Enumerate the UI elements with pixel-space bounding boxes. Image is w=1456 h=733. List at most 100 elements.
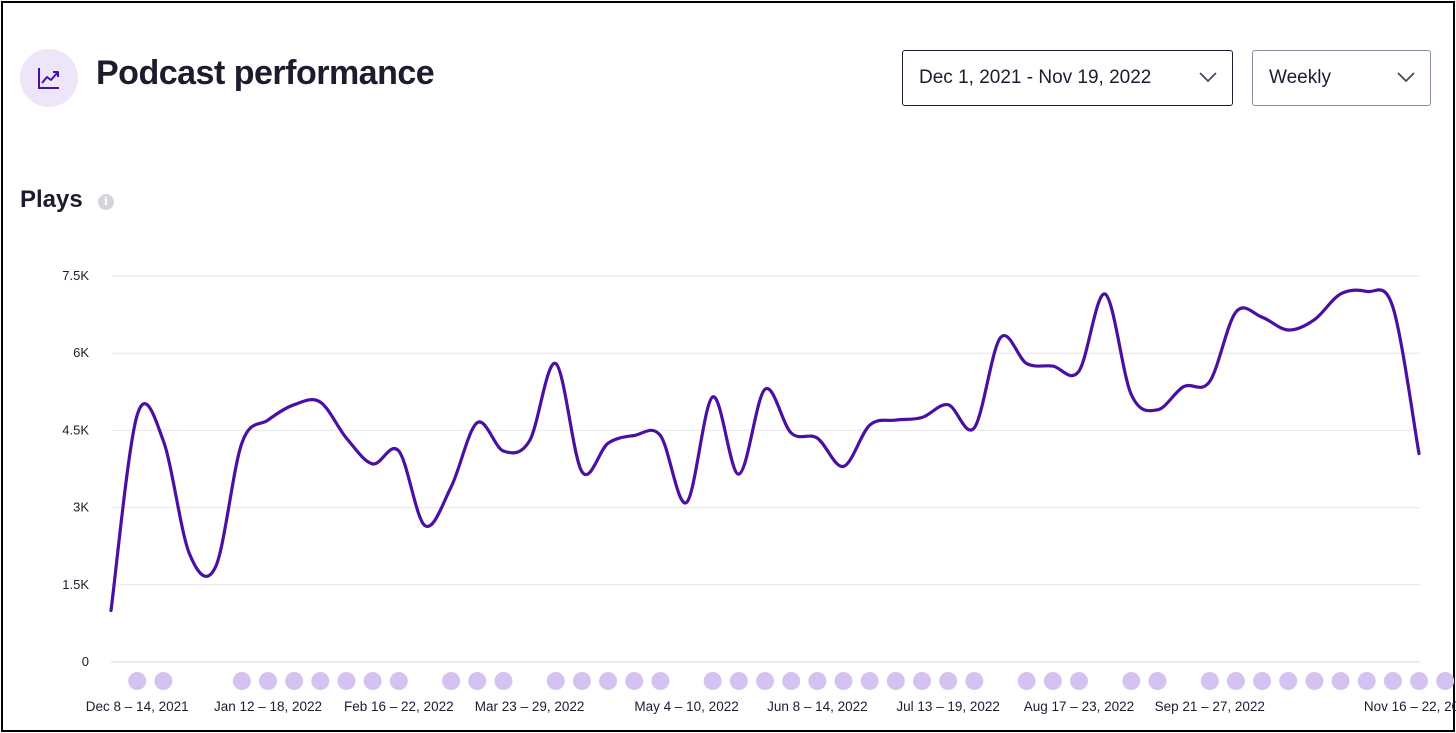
data-point[interactable]: [290, 401, 298, 409]
data-point[interactable]: [1180, 383, 1188, 391]
episode-marker[interactable]: [311, 672, 330, 690]
data-point[interactable]: [1023, 359, 1031, 367]
data-point[interactable]: [761, 385, 769, 393]
episode-marker[interactable]: [546, 672, 565, 690]
info-icon[interactable]: i: [98, 194, 114, 210]
data-point[interactable]: [1310, 316, 1318, 324]
data-point[interactable]: [1153, 406, 1161, 414]
episode-marker[interactable]: [1200, 672, 1219, 690]
data-point[interactable]: [1415, 450, 1423, 458]
episode-marker[interactable]: [965, 672, 984, 690]
data-point[interactable]: [604, 439, 612, 447]
data-point[interactable]: [813, 434, 821, 442]
episode-marker[interactable]: [939, 672, 958, 690]
data-point[interactable]: [735, 470, 743, 478]
episode-marker[interactable]: [232, 672, 251, 690]
data-point[interactable]: [264, 416, 272, 424]
data-point[interactable]: [578, 468, 586, 476]
data-point[interactable]: [395, 447, 403, 455]
data-point[interactable]: [996, 334, 1004, 342]
data-point[interactable]: [1206, 378, 1214, 386]
episode-marker[interactable]: [1253, 672, 1272, 690]
episode-marker[interactable]: [834, 672, 853, 690]
data-point[interactable]: [970, 424, 978, 432]
episode-marker[interactable]: [494, 672, 513, 690]
data-point[interactable]: [1363, 287, 1371, 295]
period-select[interactable]: Weekly: [1252, 50, 1431, 106]
episode-marker[interactable]: [468, 672, 487, 690]
data-point[interactable]: [552, 359, 560, 367]
episode-marker[interactable]: [625, 672, 644, 690]
data-point[interactable]: [683, 498, 691, 506]
data-point[interactable]: [1284, 326, 1292, 334]
data-point[interactable]: [499, 447, 507, 455]
data-point[interactable]: [1101, 290, 1109, 298]
data-point[interactable]: [1337, 290, 1345, 298]
data-point[interactable]: [473, 419, 481, 427]
data-point[interactable]: [787, 429, 795, 437]
episode-marker[interactable]: [259, 672, 277, 690]
episode-marker[interactable]: [1383, 672, 1402, 690]
data-point[interactable]: [159, 437, 167, 445]
data-point[interactable]: [1389, 303, 1397, 311]
data-point[interactable]: [1127, 390, 1135, 398]
episode-marker[interactable]: [599, 672, 618, 690]
data-point[interactable]: [709, 393, 717, 401]
data-point[interactable]: [1258, 313, 1266, 321]
data-point[interactable]: [212, 563, 220, 571]
episode-marker[interactable]: [1148, 672, 1167, 690]
episode-marker[interactable]: [729, 672, 748, 690]
episode-marker[interactable]: [1122, 672, 1141, 690]
data-point[interactable]: [369, 460, 377, 468]
episode-marker[interactable]: [1331, 672, 1350, 690]
date-range-select[interactable]: Dec 1, 2021 - Nov 19, 2022: [902, 50, 1233, 106]
data-point[interactable]: [238, 439, 246, 447]
data-point[interactable]: [1075, 367, 1083, 375]
data-point[interactable]: [107, 607, 115, 615]
episode-marker[interactable]: [442, 672, 461, 690]
episode-marker[interactable]: [782, 672, 801, 690]
data-point[interactable]: [892, 416, 900, 424]
episode-marker[interactable]: [651, 672, 670, 690]
episode-marker[interactable]: [285, 672, 304, 690]
episode-marker[interactable]: [1069, 672, 1088, 690]
episode-marker[interactable]: [572, 672, 591, 690]
data-point[interactable]: [342, 434, 350, 442]
data-point[interactable]: [656, 432, 664, 440]
data-point[interactable]: [918, 414, 926, 422]
data-point[interactable]: [839, 462, 847, 470]
plays-heading: Plays: [20, 186, 83, 213]
data-point[interactable]: [1232, 308, 1240, 316]
data-point[interactable]: [421, 522, 429, 530]
episode-marker[interactable]: [703, 672, 722, 690]
episode-marker[interactable]: [1305, 672, 1324, 690]
episode-marker[interactable]: [913, 672, 931, 690]
episode-marker[interactable]: [860, 672, 879, 690]
data-point[interactable]: [630, 432, 638, 440]
episode-marker[interactable]: [1410, 672, 1429, 690]
data-point[interactable]: [526, 437, 534, 445]
episode-marker[interactable]: [154, 672, 173, 690]
data-point[interactable]: [1049, 362, 1057, 370]
data-point[interactable]: [316, 398, 324, 406]
data-point[interactable]: [133, 411, 141, 419]
episode-marker[interactable]: [886, 672, 905, 690]
data-point[interactable]: [185, 550, 193, 558]
data-point[interactable]: [866, 421, 874, 429]
episode-marker[interactable]: [337, 672, 356, 690]
episode-marker[interactable]: [363, 672, 382, 690]
episode-marker[interactable]: [128, 672, 147, 690]
episode-marker[interactable]: [1043, 672, 1062, 690]
x-tick-label: Nov 16 – 22, 2022: [1364, 699, 1456, 714]
episode-marker[interactable]: [808, 672, 827, 690]
episode-marker[interactable]: [1017, 672, 1036, 690]
episode-marker[interactable]: [756, 672, 775, 690]
episode-marker[interactable]: [1436, 672, 1455, 690]
data-point[interactable]: [944, 401, 952, 409]
episode-marker[interactable]: [1279, 672, 1298, 690]
episode-marker[interactable]: [1357, 672, 1376, 690]
data-point[interactable]: [447, 483, 455, 491]
episode-marker[interactable]: [389, 672, 408, 690]
x-tick-label: Sep 21 – 27, 2022: [1155, 699, 1265, 714]
episode-marker[interactable]: [1226, 672, 1245, 690]
